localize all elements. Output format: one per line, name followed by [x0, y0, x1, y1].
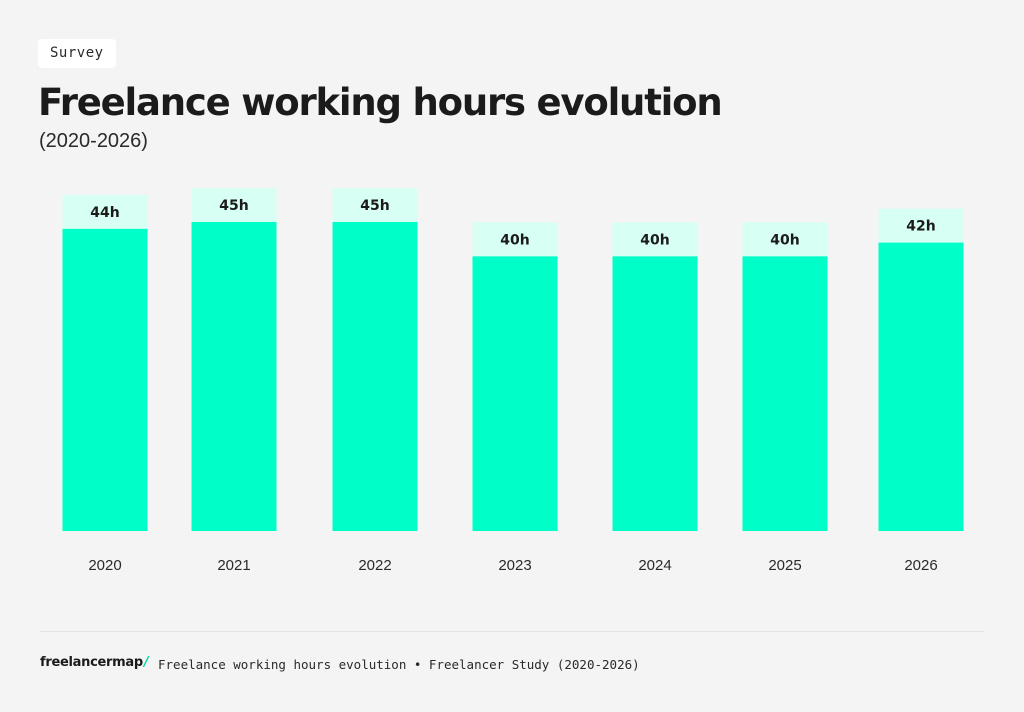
x-tick-label: 2026 [904, 557, 937, 574]
bar-label-bg [612, 222, 698, 257]
bar-label-bg [878, 208, 964, 243]
x-tick-label: 2021 [217, 557, 250, 574]
x-tick-label: 2023 [498, 557, 531, 574]
bar-2024 [612, 256, 698, 531]
bar-2021 [191, 222, 277, 531]
bar-label-bg [472, 222, 558, 257]
data-label: 45h [219, 198, 248, 214]
footer-caption: Freelance working hours evolution • Free… [158, 657, 640, 672]
brand-name: freelancermap [40, 655, 143, 670]
footer-logo: freelancermap/ [40, 655, 149, 670]
bar-label-bg [62, 194, 148, 229]
x-tick-label: 2020 [88, 557, 121, 574]
data-label: 42h [906, 219, 935, 235]
data-label: 40h [640, 232, 669, 248]
brand-slash: / [143, 655, 149, 670]
bar-2020 [62, 228, 148, 531]
data-label: 40h [770, 232, 799, 248]
bar-label-bg [742, 222, 828, 257]
survey-badge: Survey [38, 39, 116, 68]
x-tick-label: 2025 [768, 557, 801, 574]
page-title: Freelance working hours evolution [38, 81, 723, 124]
bar-label-bg [191, 188, 277, 222]
bar-2026 [878, 242, 964, 531]
bar-2023 [472, 256, 558, 531]
bar-label-bg [332, 188, 418, 222]
bar-2025 [742, 256, 828, 531]
bar-chart: 44h 2020 45h 2021 45h 2022 40h 2023 40h 2024 40h 20… [62, 188, 964, 574]
page-subtitle: (2020-2026) [39, 130, 148, 152]
data-label: 44h [90, 205, 119, 221]
x-tick-label: 2022 [358, 557, 391, 574]
footer-divider [40, 631, 984, 632]
data-label: 40h [500, 232, 529, 248]
bar-2022 [332, 222, 418, 531]
data-label: 45h [360, 198, 389, 214]
x-tick-label: 2024 [638, 557, 671, 574]
